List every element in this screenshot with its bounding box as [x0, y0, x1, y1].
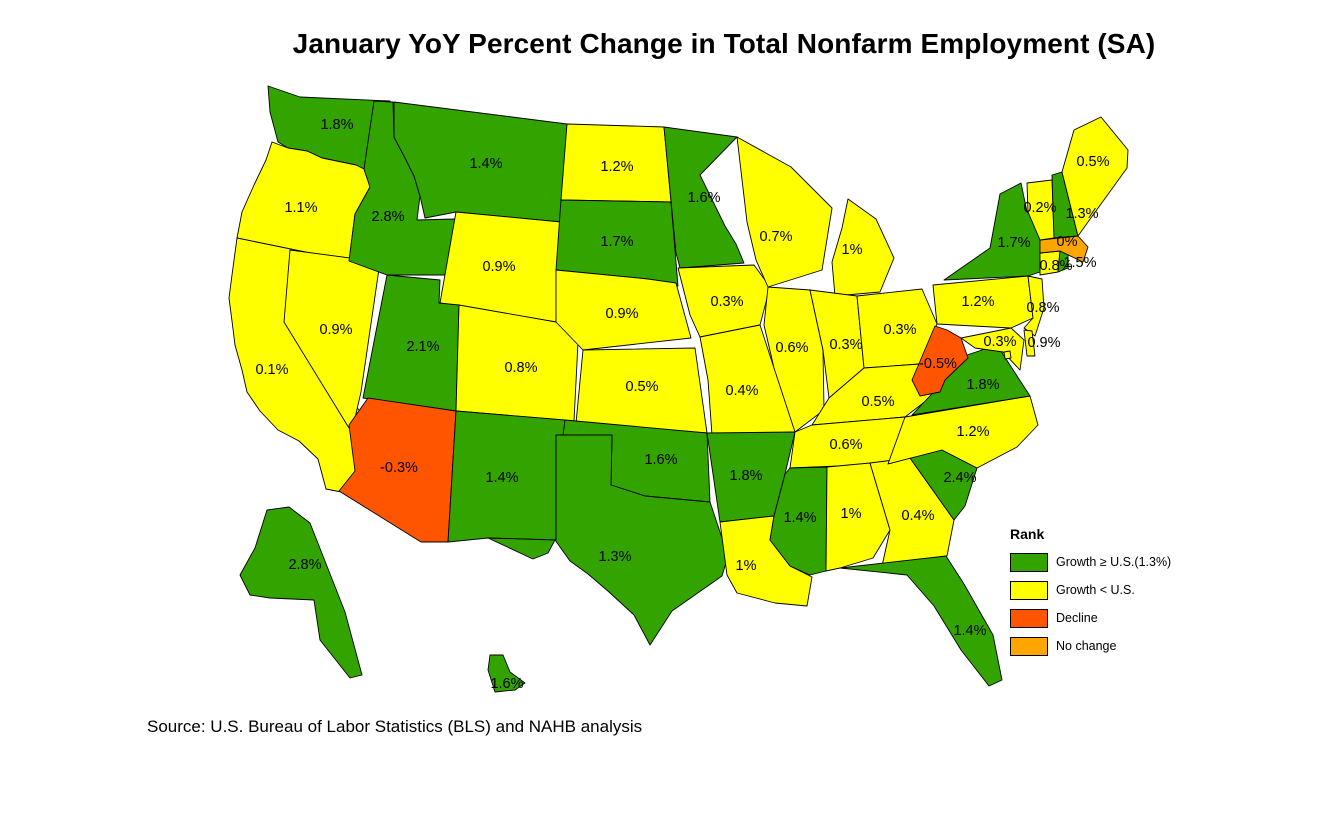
- state-label-wi: 0.7%: [759, 229, 792, 245]
- state-label-ks: 0.5%: [625, 379, 658, 395]
- state-label-mt: 1.4%: [469, 156, 502, 172]
- state-label-ky: 0.5%: [861, 394, 894, 410]
- legend-label: Decline: [1056, 611, 1098, 625]
- state-label-wv: -0.5%: [919, 356, 957, 372]
- state-label-ar: 1.8%: [729, 468, 762, 484]
- state-label-wy: 0.9%: [482, 259, 515, 275]
- state-mn: [663, 126, 745, 269]
- map-title: January YoY Percent Change in Total Nonf…: [292, 28, 1156, 59]
- state-label-or: 1.1%: [284, 200, 317, 216]
- state-label-ak: 2.8%: [288, 557, 321, 573]
- state-label-ca: 0.1%: [255, 362, 288, 378]
- legend-title: Rank: [1010, 526, 1045, 542]
- state-label-mo: 0.4%: [725, 383, 758, 399]
- source-note: Source: U.S. Bureau of Labor Statistics …: [147, 717, 643, 736]
- state-label-md: 0.3%: [983, 334, 1016, 350]
- state-label-nj: 0.8%: [1026, 300, 1059, 316]
- state-label-fl: 1.4%: [953, 623, 986, 639]
- state-label-ct: 0.8%: [1039, 258, 1072, 274]
- state-label-de: 0.9%: [1027, 335, 1060, 351]
- state-md: [960, 327, 1025, 371]
- state-label-ri: 1.5%: [1063, 255, 1096, 271]
- state-label-al: 1%: [841, 506, 862, 522]
- state-label-in: 0.3%: [829, 337, 862, 353]
- state-label-ne: 0.9%: [605, 306, 638, 322]
- state-label-tn: 0.6%: [829, 437, 862, 453]
- legend-item-growth-below: Growth < U.S.: [1010, 576, 1171, 604]
- state-co: [455, 304, 580, 422]
- state-nj: [1023, 275, 1045, 337]
- state-label-nc: 1.2%: [956, 424, 989, 440]
- state-de: [1023, 329, 1036, 357]
- state-label-me: 0.5%: [1076, 154, 1109, 170]
- legend-item-no-change: No change: [1010, 632, 1171, 660]
- legend-label: Growth < U.S.: [1056, 583, 1135, 597]
- state-label-nd: 1.2%: [600, 159, 633, 175]
- state-label-co: 0.8%: [504, 360, 537, 376]
- state-label-ia: 0.3%: [710, 294, 743, 310]
- legend-swatch: [1010, 552, 1048, 572]
- state-label-mn: 1.6%: [687, 190, 720, 206]
- state-label-wa: 1.8%: [320, 117, 353, 133]
- state-nc: [887, 395, 1039, 469]
- state-label-pa: 1.2%: [961, 294, 994, 310]
- state-label-sc: 2.4%: [943, 470, 976, 486]
- legend: Rank Growth ≥ U.S.(1.3%) Growth < U.S. Dec…: [1010, 526, 1171, 660]
- state-wi: [736, 136, 833, 288]
- legend-label: No change: [1056, 639, 1117, 653]
- state-pa: [932, 275, 1034, 329]
- state-label-ma: 0%: [1057, 234, 1078, 250]
- state-ak: [239, 506, 363, 679]
- state-label-il: 0.6%: [775, 340, 808, 356]
- state-dc: [1003, 350, 1012, 360]
- state-wv: [911, 325, 969, 397]
- state-label-oh: 0.3%: [883, 322, 916, 338]
- state-ny: [943, 182, 1041, 281]
- state-label-ms: 1.4%: [783, 510, 816, 526]
- state-vt: [1026, 179, 1055, 241]
- state-label-ga: 0.4%: [901, 508, 934, 524]
- legend-swatch: [1010, 636, 1048, 656]
- state-hi: [487, 654, 526, 693]
- state-tx: [487, 434, 729, 646]
- state-ne: [555, 269, 692, 351]
- state-label-la: 1%: [736, 558, 757, 574]
- state-label-nh: 1.3%: [1065, 206, 1098, 222]
- state-label-ut: 2.1%: [406, 339, 439, 355]
- state-label-ny: 1.7%: [997, 235, 1030, 251]
- state-label-ok: 1.6%: [644, 452, 677, 468]
- state-label-sd: 1.7%: [600, 234, 633, 250]
- state-label-az: -0.3%: [380, 460, 418, 476]
- state-label-va: 1.8%: [966, 377, 999, 393]
- state-label-nv: 0.9%: [319, 322, 352, 338]
- state-label-id: 2.8%: [371, 209, 404, 225]
- state-mi: [831, 198, 895, 297]
- state-fl: [839, 555, 1003, 687]
- legend-item-decline: Decline: [1010, 604, 1171, 632]
- state-label-mi: 1%: [842, 242, 863, 258]
- state-label-hi: 1.6%: [490, 676, 523, 692]
- legend-swatch: [1010, 580, 1048, 600]
- legend-label: Growth ≥ U.S.(1.3%): [1056, 555, 1172, 569]
- state-me: [1061, 116, 1129, 237]
- state-label-nm: 1.4%: [485, 470, 518, 486]
- state-label-vt: 0.2%: [1023, 200, 1056, 216]
- state-label-tx: 1.3%: [598, 549, 631, 565]
- legend-item-growth-above: Growth ≥ U.S.(1.3%): [1010, 548, 1171, 576]
- legend-swatch: [1010, 608, 1048, 628]
